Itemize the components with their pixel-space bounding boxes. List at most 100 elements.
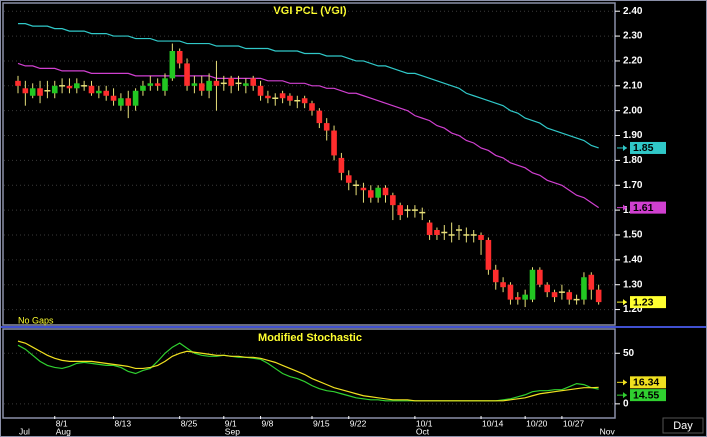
candle-body	[206, 80, 212, 91]
candle-body	[551, 292, 558, 298]
candle-body	[375, 187, 381, 198]
y-tick-label: 1.50	[623, 230, 643, 241]
candle-body	[169, 50, 176, 79]
last-value-label: 14.55	[633, 389, 659, 401]
candle-body	[213, 80, 220, 86]
candle-body	[118, 98, 124, 106]
x-month-label: Aug	[56, 426, 71, 436]
y-tick-label: 2.40	[623, 6, 643, 17]
candle-body	[140, 85, 146, 91]
candle-body	[316, 110, 323, 124]
x-month-label: Nov	[600, 426, 616, 436]
candle-body	[66, 85, 73, 89]
candle-body	[382, 187, 389, 196]
y-tick-label: 2.10	[623, 80, 643, 91]
y-tick-label: 50	[623, 348, 635, 359]
y-tick-label: 1.70	[623, 180, 643, 191]
candle-body	[434, 230, 440, 235]
candle-body	[88, 85, 95, 94]
x-month-label: Oct	[416, 426, 430, 436]
line	[18, 23, 599, 149]
x-tick-label: 9/15	[313, 418, 330, 428]
last-value-box	[630, 376, 666, 389]
candle-body	[544, 284, 550, 293]
stochastic-panel-frame	[2, 328, 616, 419]
x-tick-label: 9/22	[350, 418, 367, 428]
candle-body	[265, 95, 271, 99]
last-value-box	[630, 389, 666, 402]
candle-body	[360, 187, 367, 191]
candle-body	[110, 95, 117, 101]
candle-body	[588, 274, 595, 290]
candle-body	[250, 78, 256, 86]
candle-body	[507, 284, 514, 300]
last-value-label: 1.23	[633, 296, 654, 308]
x-tick-label: 8/25	[181, 418, 198, 428]
y-tick-label: 2.30	[623, 31, 643, 42]
candle-body	[368, 190, 374, 198]
candle-body	[595, 289, 602, 303]
candle-body	[338, 157, 345, 173]
candle-body	[147, 83, 154, 86]
arrow-head	[623, 379, 627, 386]
last-value-label: 16.34	[633, 377, 659, 389]
candle-body	[522, 294, 528, 300]
candle-body	[426, 222, 433, 235]
line	[17, 62, 599, 209]
candle-body	[257, 85, 264, 96]
last-value-box	[630, 141, 666, 154]
candle-body	[537, 269, 543, 285]
candle-body	[29, 88, 36, 96]
candle-body	[103, 90, 109, 96]
candle-body	[37, 88, 43, 96]
arrow-head	[623, 392, 627, 399]
x-tick-label: 10/27	[563, 418, 585, 428]
y-tick-label: 1.90	[623, 130, 643, 141]
candle-body	[529, 269, 536, 300]
candle-body	[309, 103, 315, 111]
candle-body	[176, 50, 183, 64]
price-panel-frame	[2, 2, 616, 326]
arrow-head	[623, 144, 627, 151]
candle-body	[162, 78, 168, 91]
candle-body	[390, 195, 396, 206]
y-tick-label: 1.40	[623, 254, 643, 265]
candle-body	[485, 239, 492, 270]
y-tick-label: 0	[623, 398, 629, 409]
candle-body	[279, 93, 286, 99]
candle-body	[15, 80, 21, 86]
candle-body	[478, 234, 484, 240]
y-tick-label: 1.80	[623, 155, 643, 166]
x-month-label: Sep	[225, 426, 240, 436]
arrow-head	[623, 299, 627, 306]
y-tick-label: 1.30	[623, 279, 643, 290]
y-tick-label: 2.20	[623, 56, 643, 67]
candle-body	[301, 98, 308, 104]
candle-body	[51, 85, 58, 94]
line	[17, 342, 599, 402]
last-value-box	[630, 201, 666, 214]
candle-body	[500, 282, 506, 288]
last-value-label: 1.61	[633, 202, 654, 214]
candle-body	[331, 130, 337, 156]
candle-body	[566, 292, 573, 300]
candle-body	[287, 95, 293, 101]
candle-body	[154, 83, 161, 86]
x-axis-label: Day	[673, 420, 693, 432]
note: No Gaps	[18, 315, 54, 325]
arrow-head	[623, 204, 627, 211]
candle-body	[243, 83, 249, 86]
candle-body	[515, 297, 521, 300]
candle-body	[184, 63, 190, 86]
x-label-box	[662, 417, 704, 434]
x-month-label: Jul	[19, 426, 30, 436]
candle-body	[191, 83, 198, 86]
x-tick-label: 8/13	[115, 418, 132, 428]
candle-body	[581, 277, 587, 300]
candle-body	[198, 83, 205, 91]
candle-body	[345, 175, 352, 183]
last-value-label: 1.85	[633, 142, 654, 154]
x-tick-label: 10/20	[526, 418, 548, 428]
x-tick-label: 9/8	[262, 418, 274, 428]
